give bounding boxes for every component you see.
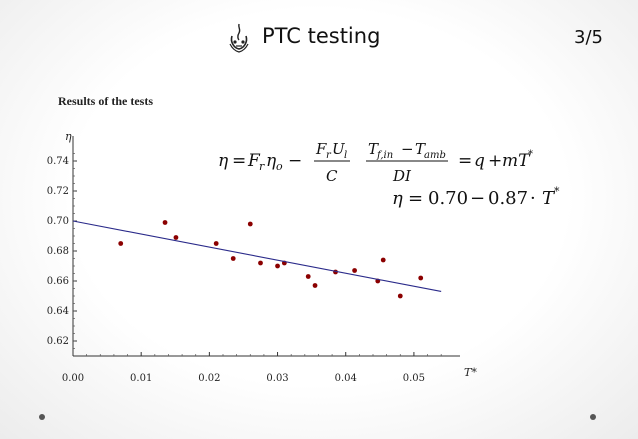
svg-text:l: l xyxy=(344,150,347,161)
svg-text:−: − xyxy=(288,151,302,171)
svg-text:−: − xyxy=(470,188,485,209)
x-axis-label: T* xyxy=(464,366,477,379)
svg-text:q: q xyxy=(474,151,485,171)
x-tick-label: 0.01 xyxy=(130,373,152,384)
svg-text:r: r xyxy=(259,160,265,173)
svg-text:T: T xyxy=(542,188,556,209)
svg-text:=: = xyxy=(458,151,472,171)
svg-text:=: = xyxy=(408,188,423,209)
y-tick-label: 0.70 xyxy=(47,216,69,227)
chart-marks xyxy=(72,220,442,299)
data-point xyxy=(312,283,318,288)
data-point xyxy=(380,257,386,263)
data-point xyxy=(247,221,253,227)
data-point xyxy=(173,235,179,240)
y-tick-label: 0.74 xyxy=(47,156,69,167)
data-point xyxy=(352,268,357,273)
svg-text:r: r xyxy=(326,150,332,161)
svg-text:C: C xyxy=(326,167,338,185)
y-tick-label: 0.72 xyxy=(47,186,69,197)
data-point xyxy=(397,293,403,299)
y-tick-label: 0.68 xyxy=(47,246,69,257)
svg-text:T: T xyxy=(368,140,379,158)
y-tick-label: 0.64 xyxy=(47,306,69,317)
y-axis-label: η xyxy=(65,130,72,143)
y-tick-label: 0.62 xyxy=(47,336,69,347)
svg-text:T: T xyxy=(415,140,426,158)
nav-dot-icon xyxy=(39,414,45,420)
data-point xyxy=(213,241,219,246)
fit-line xyxy=(72,220,442,293)
model-formula: η = F r η o − F r U l C T f,in − T amb D… xyxy=(218,140,533,185)
y-tick-label: 0.66 xyxy=(47,276,69,287)
svg-text:f,in: f,in xyxy=(376,150,393,161)
data-point xyxy=(258,260,263,266)
svg-text:0.70: 0.70 xyxy=(428,188,468,209)
x-tick-label: 0.04 xyxy=(335,373,357,384)
svg-text:F: F xyxy=(247,151,261,171)
x-tick-label: 0.00 xyxy=(62,373,84,384)
svg-text:*: * xyxy=(528,149,533,160)
svg-text:·: · xyxy=(530,188,536,209)
page-number: 3/5 xyxy=(574,27,603,48)
svg-text:0.87: 0.87 xyxy=(488,188,528,209)
svg-text:η: η xyxy=(218,151,229,171)
data-point xyxy=(118,241,124,246)
nav-dot-icon xyxy=(590,414,596,420)
x-tick-label: 0.03 xyxy=(266,373,288,384)
chart-axes: 0.00 0.01 0.02 0.03 0.04 0.05 0.62 0.64 0.66 0.68… xyxy=(47,130,478,384)
svg-text:mT: mT xyxy=(502,151,531,171)
svg-text:−: − xyxy=(401,140,414,158)
data-point xyxy=(418,275,424,281)
svg-text:U: U xyxy=(332,140,346,158)
x-tick-label: 0.02 xyxy=(198,373,220,384)
data-point xyxy=(230,256,236,261)
x-tick-label: 0.05 xyxy=(403,373,425,384)
svg-text:η: η xyxy=(392,188,403,209)
svg-text:F: F xyxy=(315,140,327,158)
university-seal-icon xyxy=(229,23,249,53)
svg-text:amb: amb xyxy=(424,150,446,161)
fit-formula: η = 0.70 − 0.87 · T * xyxy=(392,185,560,209)
svg-text:+: + xyxy=(488,151,502,171)
svg-text:*: * xyxy=(554,185,560,198)
svg-text:η: η xyxy=(266,151,277,171)
page-title: PTC testing xyxy=(262,24,381,48)
svg-text:DI: DI xyxy=(392,167,412,185)
section-label: Results of the tests xyxy=(58,94,153,108)
data-point xyxy=(275,263,280,269)
svg-text:o: o xyxy=(276,160,283,173)
data-point xyxy=(162,220,168,225)
svg-text:=: = xyxy=(232,151,246,171)
data-point xyxy=(305,274,311,279)
